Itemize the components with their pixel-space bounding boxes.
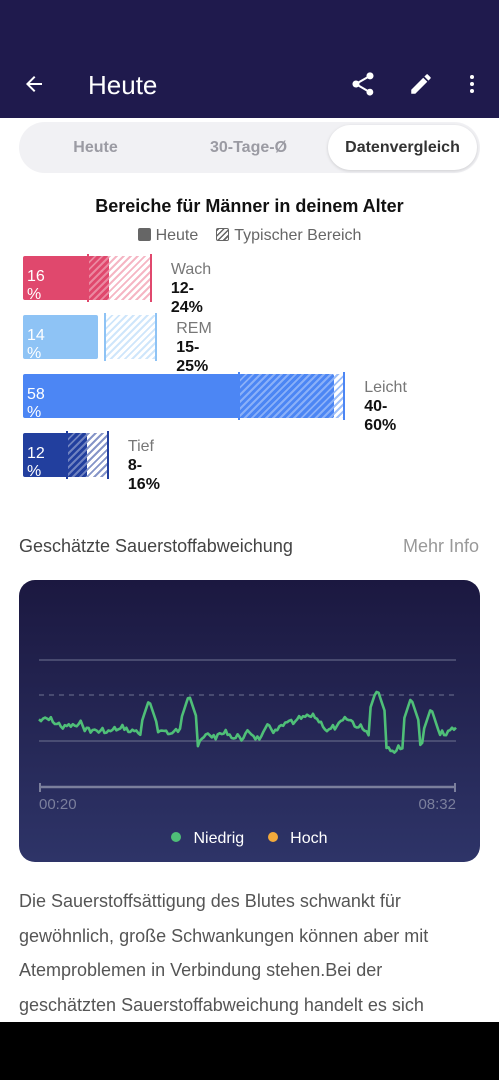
app-bar: Heute — [0, 0, 499, 118]
today-pct-label: 16 % — [27, 268, 45, 303]
solid-square-icon — [137, 228, 151, 241]
tab-30-day-avg[interactable]: 30-Tage-Ø — [209, 139, 288, 156]
today-bar — [23, 256, 109, 300]
edit-pencil-icon[interactable] — [405, 68, 437, 100]
legend-typical: Typischer Bereich — [216, 227, 361, 245]
today-pct-label: 12 % — [27, 445, 45, 480]
range-label: Tief 8-16% — [128, 437, 160, 494]
legend-today: Heute — [137, 227, 198, 245]
stage-range-value: 40-60% — [364, 398, 397, 434]
today-pct-label: 14 % — [27, 327, 45, 362]
more-info-link[interactable]: Mehr Info — [402, 536, 479, 556]
end-time-label: 08:32 — [418, 796, 456, 813]
overlap-hatch — [237, 374, 335, 418]
tab-today[interactable]: Heute — [73, 139, 118, 156]
screen: Heute Heute 30-Tage-Ø Datenvergleich Ber… — [0, 0, 499, 1022]
spo2-line — [38, 690, 457, 754]
legend-low: Niedrig — [171, 830, 244, 848]
range-min-line — [87, 254, 90, 302]
range-max-line — [343, 372, 346, 420]
spo2-legend: Niedrig Hoch — [19, 830, 480, 848]
system-nav-bar — [0, 1022, 499, 1080]
back-arrow-icon[interactable] — [18, 68, 50, 100]
stage-name: Leicht — [364, 379, 407, 396]
tab-bar: Heute 30-Tage-Ø Datenvergleich — [19, 122, 480, 173]
today-bar — [23, 374, 335, 418]
typical-range-hatch — [103, 315, 158, 359]
legend-high: Hoch — [268, 830, 328, 848]
stage-range-value: 8-16% — [127, 457, 160, 493]
stage-name: REM — [176, 320, 212, 337]
high-dot-icon — [268, 832, 279, 842]
today-bar — [23, 433, 88, 477]
range-max-line — [155, 313, 158, 361]
stage-range-value: 15-25% — [176, 339, 209, 375]
stage-range-value: 12-24% — [170, 280, 203, 316]
comparison-legend: Heute Typischer Bereich — [0, 227, 499, 245]
comparison-title: Bereiche für Männer in deinem Alter — [95, 196, 404, 216]
page-title: Heute — [88, 70, 158, 100]
range-label: Wach 12-24% — [171, 260, 211, 317]
range-label: REM 15-25% — [176, 319, 212, 376]
tab-data-comparison[interactable]: Datenvergleich — [328, 125, 477, 170]
range-max-line — [149, 254, 152, 302]
today-pct-label: 58 % — [27, 386, 45, 421]
stage-name: Tief — [127, 438, 154, 455]
start-time-label: 00:20 — [39, 796, 77, 813]
spo2-chart-card: 00:20 08:32 Niedrig Hoch — [19, 580, 480, 862]
range-label: Leicht 40-60% — [364, 378, 407, 435]
more-vert-icon[interactable] — [456, 68, 488, 100]
range-max-line — [106, 431, 109, 479]
hatched-square-icon — [216, 228, 230, 241]
today-bar — [23, 315, 99, 359]
range-min-line — [103, 313, 106, 361]
range-min-line — [237, 372, 240, 420]
share-icon[interactable] — [347, 68, 379, 100]
low-dot-icon — [171, 832, 182, 842]
spo2-chart — [38, 659, 457, 792]
range-min-line — [65, 431, 68, 479]
stage-name: Wach — [170, 261, 212, 278]
overlap-hatch — [65, 433, 88, 477]
spo2-description: Die Sauerstoffsättigung des Blutes schwa… — [19, 891, 429, 1015]
overlap-hatch — [87, 256, 109, 300]
spo2-section-title: Geschätzte Sauerstoffabweichung — [19, 536, 293, 556]
